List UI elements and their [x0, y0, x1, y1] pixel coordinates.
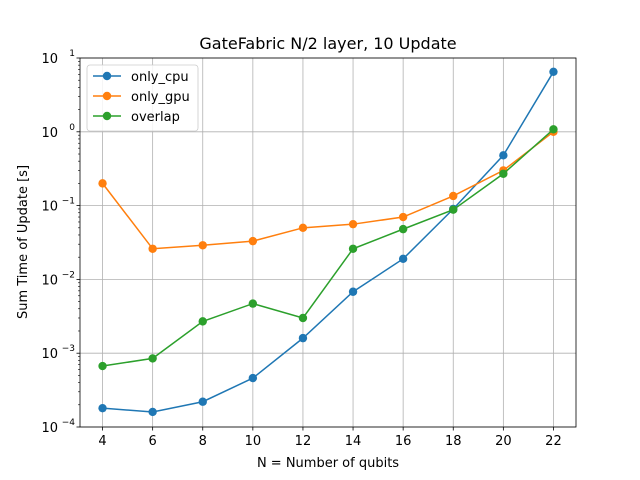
y-axis-label: Sum Time of Update [s] — [16, 165, 31, 319]
data-point — [198, 397, 207, 406]
series-overlap — [98, 125, 558, 371]
x-axis-label: N = Number of qubits — [257, 456, 399, 471]
data-point — [449, 205, 458, 214]
series-line — [102, 71, 555, 413]
data-point — [298, 333, 308, 343]
data-point — [348, 244, 358, 253]
legend-item: overlap — [93, 110, 180, 125]
data-point — [248, 299, 258, 308]
series-only-cpu — [98, 67, 558, 417]
data-point — [549, 125, 558, 134]
data-point — [148, 354, 157, 363]
legend-marker — [102, 91, 112, 101]
y-tick-label: 10 — [41, 273, 58, 288]
data-point — [98, 179, 107, 188]
x-tick-label: 22 — [545, 434, 562, 449]
legend-item: only_cpu — [93, 70, 189, 85]
chart-title: GateFabric N/2 layer, 10 Update — [199, 34, 456, 53]
x-tick-label: 6 — [149, 434, 157, 449]
data-point — [398, 212, 408, 222]
data-point — [449, 191, 458, 201]
data-point — [248, 373, 258, 383]
legend-marker — [102, 111, 112, 121]
series-layer — [98, 67, 558, 417]
legend-label: only_gpu — [131, 90, 190, 105]
x-tick-label: 14 — [345, 434, 362, 449]
x-tick-label: 18 — [445, 434, 462, 449]
y-tick-label: 10 — [41, 126, 58, 141]
x-tick-label: 12 — [295, 434, 312, 449]
y-tick-exponent: −2 — [62, 270, 75, 280]
data-point — [248, 236, 258, 246]
y-tick-base: 10 — [41, 200, 58, 215]
data-point — [398, 254, 408, 264]
y-tick-label: 10 — [41, 347, 58, 362]
data-point — [348, 219, 358, 229]
x-axis: 4 6 8 10 12 14 16 18 20 22 — [98, 427, 562, 449]
data-point — [198, 317, 207, 326]
series-line — [101, 131, 554, 250]
data-point — [298, 313, 308, 323]
y-tick-exponent: −4 — [62, 418, 76, 428]
legend-marker — [102, 71, 112, 81]
legend-label: only_cpu — [131, 70, 189, 85]
legend-item: only_gpu — [93, 90, 190, 105]
data-point — [98, 403, 107, 413]
y-tick-label: 10 — [41, 200, 58, 215]
y-tick-base: 10 — [41, 126, 58, 141]
y-axis: 10 −4 10 −3 10 −2 10 −1 10 0 10 1 — [41, 49, 80, 436]
y-tick-exponent: −3 — [62, 344, 75, 354]
y-tick-base: 10 — [41, 421, 58, 436]
y-tick-base: 10 — [41, 52, 58, 67]
x-tick-label: 20 — [495, 434, 512, 449]
x-tick-label: 8 — [199, 434, 207, 449]
y-tick-exponent: 1 — [69, 49, 75, 59]
data-point — [348, 287, 358, 296]
data-point — [148, 407, 157, 417]
data-point — [398, 224, 408, 234]
legend-box — [86, 64, 199, 132]
data-point — [98, 361, 107, 371]
data-point — [198, 241, 207, 250]
data-point — [499, 151, 508, 160]
data-point — [499, 169, 508, 178]
y-tick-exponent: 0 — [69, 123, 75, 133]
series-line — [102, 128, 554, 367]
data-point — [148, 244, 157, 253]
y-tick-label: 10 — [41, 421, 58, 436]
legend-label: overlap — [131, 110, 180, 125]
x-tick-label: 4 — [98, 434, 106, 449]
x-tick-label: 16 — [395, 434, 412, 449]
data-point — [549, 67, 558, 77]
data-point — [298, 223, 308, 233]
y-tick-base: 10 — [41, 273, 58, 288]
y-tick-label: 10 — [41, 52, 58, 67]
y-tick-base: 10 — [41, 347, 58, 362]
plot-frame — [79, 57, 577, 428]
y-tick-exponent: −1 — [62, 197, 75, 207]
x-tick-label: 10 — [245, 434, 262, 449]
series-only-gpu — [98, 127, 558, 253]
